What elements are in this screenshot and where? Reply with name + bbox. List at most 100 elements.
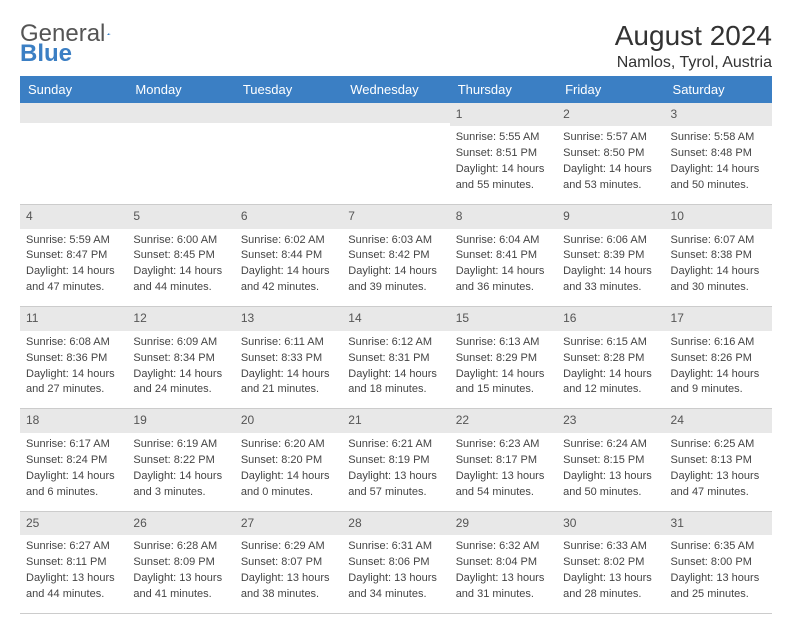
day-number: 7 [342,205,449,228]
sunrise-text: Sunrise: 6:20 AM [241,437,336,453]
daylight-text-1: Daylight: 14 hours [456,264,551,280]
sunrise-text: Sunrise: 6:23 AM [456,437,551,453]
sunrise-text: Sunrise: 6:15 AM [563,335,658,351]
sunset-text: Sunset: 8:13 PM [671,453,766,469]
daylight-text-1: Daylight: 13 hours [563,571,658,587]
weekday-header: Sunday [20,76,127,103]
sunset-text: Sunset: 8:47 PM [26,248,121,264]
daylight-text-1: Daylight: 14 hours [26,264,121,280]
day-cell: 15Sunrise: 6:13 AMSunset: 8:29 PMDayligh… [450,307,557,409]
day-number: 3 [665,103,772,126]
sunrise-text: Sunrise: 6:09 AM [133,335,228,351]
daylight-text-1: Daylight: 13 hours [348,469,443,485]
daylight-text-1: Daylight: 14 hours [241,264,336,280]
day-number: 2 [557,103,664,126]
sunset-text: Sunset: 8:02 PM [563,555,658,571]
sunrise-text: Sunrise: 5:57 AM [563,130,658,146]
day-cell [127,103,234,205]
week-row: 25 Sunrise: 6:27 AMSunset: 8:11 PM Dayligh… [20,511,772,613]
sunset-text: Sunset: 8:50 PM [563,146,658,162]
sunset-text: Sunset: 8:29 PM [456,351,551,367]
sunset-text: Sunset: 8:17 PM [456,453,551,469]
daylight-text-1: Daylight: 14 hours [563,264,658,280]
logo-line2: Blue [20,40,772,68]
daylight-text-1: Daylight: 14 hours [133,367,228,383]
daylight-text-2: and 18 minutes. [348,382,443,398]
daylight-text-2: and 50 minutes. [563,485,658,501]
sunset-text: Sunset: 8:00 PM [671,555,766,571]
day-number: 31 [665,512,772,535]
day-cell: 13Sunrise: 6:11 AMSunset: 8:33 PMDayligh… [235,307,342,409]
day-cell: 5Sunrise: 6:00 AMSunset: 8:45 PMDaylight… [127,205,234,307]
day-cell: 25Sunrise: 6:27 AMSunset: 8:11 PMDayligh… [20,511,127,613]
daylight-text-2: and 50 minutes. [671,178,766,194]
sunset-text: Sunset: 8:04 PM [456,555,551,571]
day-number: 27 [235,512,342,535]
sunrise-text: Sunrise: 6:31 AM [348,539,443,555]
daylight-text-1: Daylight: 14 hours [26,469,121,485]
sunrise-text: Sunrise: 6:27 AM [26,539,121,555]
day-number: 26 [127,512,234,535]
day-number: 25 [20,512,127,535]
day-cell: 31Sunrise: 6:35 AMSunset: 8:00 PMDayligh… [665,511,772,613]
sunset-text: Sunset: 8:15 PM [563,453,658,469]
daylight-text-2: and 24 minutes. [133,382,228,398]
day-number: 29 [450,512,557,535]
sunset-text: Sunset: 8:39 PM [563,248,658,264]
daylight-text-2: and 12 minutes. [563,382,658,398]
day-cell: 21Sunrise: 6:21 AMSunset: 8:19 PMDayligh… [342,409,449,511]
day-number: 8 [450,205,557,228]
sunrise-text: Sunrise: 6:28 AM [133,539,228,555]
sunset-text: Sunset: 8:44 PM [241,248,336,264]
daylight-text-1: Daylight: 13 hours [348,571,443,587]
sunrise-text: Sunrise: 6:19 AM [133,437,228,453]
day-number: 4 [20,205,127,228]
sunset-text: Sunset: 8:24 PM [26,453,121,469]
day-number: 30 [557,512,664,535]
daylight-text-2: and 55 minutes. [456,178,551,194]
week-row: 18Sunrise: 6:17 AMSunset: 8:24 PMDayligh… [20,409,772,511]
sunset-text: Sunset: 8:34 PM [133,351,228,367]
daylight-text-2: and 9 minutes. [671,382,766,398]
daylight-text-1: Daylight: 14 hours [563,367,658,383]
daylight-text-1: Daylight: 13 hours [671,469,766,485]
day-number: 16 [557,307,664,330]
sunrise-text: Sunrise: 6:11 AM [241,335,336,351]
sunrise-text: Sunrise: 6:12 AM [348,335,443,351]
daylight-text-2: and 28 minutes. [563,587,658,603]
sunset-text: Sunset: 8:28 PM [563,351,658,367]
daylight-text-1: Daylight: 13 hours [456,469,551,485]
day-number: 1 [450,103,557,126]
daylight-text-1: Daylight: 14 hours [241,469,336,485]
day-cell: 19Sunrise: 6:19 AMSunset: 8:22 PMDayligh… [127,409,234,511]
daylight-text-1: Daylight: 14 hours [671,264,766,280]
calendar-table: SundayMondayTuesdayWednesdayThursdayFrid… [20,76,772,614]
sunrise-text: Sunrise: 6:07 AM [671,233,766,249]
daylight-text-2: and 21 minutes. [241,382,336,398]
day-number: 10 [665,205,772,228]
day-cell: 17Sunrise: 6:16 AMSunset: 8:26 PMDayligh… [665,307,772,409]
day-cell: 29Sunrise: 6:32 AMSunset: 8:04 PMDayligh… [450,511,557,613]
daylight-text-2: and 15 minutes. [456,382,551,398]
daylight-text-1: Daylight: 13 hours [671,571,766,587]
day-cell: 4Sunrise: 5:59 AMSunset: 8:47 PMDaylight… [20,205,127,307]
daylight-text-1: Daylight: 14 hours [563,162,658,178]
daylight-text-1: Daylight: 13 hours [563,469,658,485]
day-number: 5 [127,205,234,228]
daylight-text-1: Daylight: 14 hours [348,367,443,383]
daylight-text-1: Daylight: 14 hours [348,264,443,280]
sunrise-text: Sunrise: 6:16 AM [671,335,766,351]
week-row: 1Sunrise: 5:55 AMSunset: 8:51 PMDaylight… [20,103,772,205]
day-number: 12 [127,307,234,330]
sunrise-text: Sunrise: 6:03 AM [348,233,443,249]
weekday-header: Tuesday [235,76,342,103]
day-cell: 3Sunrise: 5:58 AMSunset: 8:48 PMDaylight… [665,103,772,205]
daylight-text-2: and 33 minutes. [563,280,658,296]
daylight-text-2: and 0 minutes. [241,485,336,501]
sunset-text: Sunset: 8:11 PM [26,555,121,571]
sunset-text: Sunset: 8:31 PM [348,351,443,367]
daylight-text-1: Daylight: 14 hours [133,264,228,280]
day-cell: 2 Sunrise: 5:57 AMSunset: 8:50 PMDaylight… [557,103,664,205]
daylight-text-1: Daylight: 14 hours [241,367,336,383]
sunrise-text: Sunrise: 5:55 AM [456,130,551,146]
